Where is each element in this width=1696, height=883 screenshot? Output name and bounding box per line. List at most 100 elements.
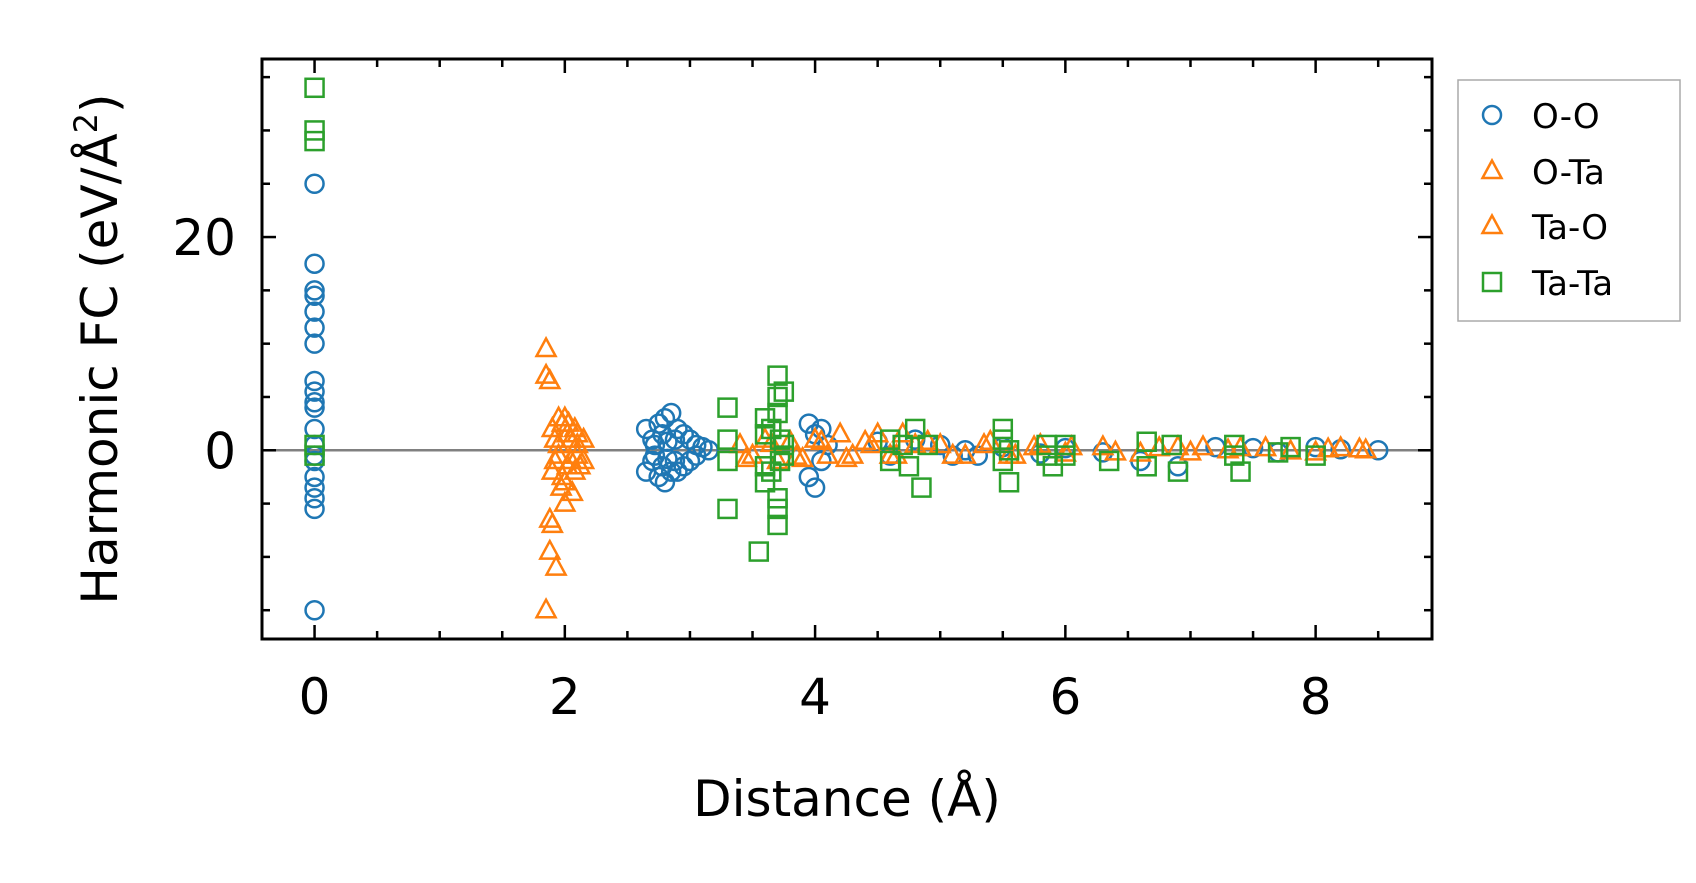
legend-marker-ta-o [1480,212,1504,235]
data-point [565,431,589,454]
data-point [767,498,788,520]
data-point [754,472,776,493]
data-point [644,434,666,456]
legend-markers [1480,104,1504,293]
data-point [953,442,977,464]
data-point [834,445,858,468]
data-point [717,450,738,472]
series-o-o [304,173,1389,621]
data-point [304,488,325,509]
data-point [560,479,584,502]
data-point [828,421,852,443]
data-point [673,456,694,477]
data-point [790,445,815,468]
data-point [717,397,738,418]
data-point [546,442,571,464]
data-point [992,450,1014,472]
data-point [648,466,669,488]
data-point [304,418,325,440]
legend-marker-o-ta [1480,157,1504,180]
data-point [304,599,325,621]
data-point [698,440,719,461]
data-point [304,285,325,306]
data-point [538,538,562,560]
data-point [767,386,788,408]
data-point [1028,431,1052,454]
y-tick-label: 20 [172,209,236,267]
data-point [644,445,666,466]
data-point [717,498,738,520]
data-point [568,453,592,475]
x-tick-label: 0 [299,668,331,726]
data-point [997,442,1021,464]
legend-label-ta-ta: Ta-Ta [1531,264,1613,304]
data-point [648,413,669,434]
data-point [773,434,795,456]
data-point [773,445,795,466]
series-ta-ta [304,77,1326,562]
data-point [769,429,791,450]
legend-label-o-o: O-O [1532,97,1600,137]
data-point [809,428,833,451]
data-point [773,381,795,402]
data-point [1091,433,1115,456]
data-point [998,440,1020,461]
data-point [1136,456,1157,477]
data-point [859,431,884,454]
data-point [1267,442,1289,463]
data-point [941,442,965,464]
data-point [304,301,325,322]
data-point [544,554,568,576]
data-point [767,488,788,509]
data-point [1161,434,1182,456]
x-tick-label: 8 [1300,668,1332,726]
data-point [916,428,940,451]
data-point [304,397,325,418]
data-point [304,381,325,402]
data-point [998,472,1020,493]
legend-marker-o-o [1481,104,1503,126]
data-point [1147,435,1171,457]
legend: O-O O-Ta Ta-O Ta-Ta [1457,79,1681,322]
data-point [841,442,865,464]
data-point [534,335,558,358]
data-point [748,541,770,562]
data-point [304,434,325,456]
data-point [304,466,325,488]
data-point [904,418,926,440]
data-point [565,421,589,443]
data-point [1280,436,1301,458]
data-point [563,458,587,480]
markers-layer [304,77,1389,621]
data-point [767,365,788,386]
data-point [754,456,776,477]
data-point [898,456,920,477]
data-point [304,77,325,99]
data-point [304,280,325,301]
data-point [1230,461,1251,482]
data-point [304,173,325,194]
data-point [1367,440,1389,461]
data-point [767,514,788,536]
x-tick-labels: 0 2 4 6 8 [299,668,1332,726]
data-point [803,426,827,448]
data-point [556,410,581,432]
data-point [1167,461,1189,482]
data-point [660,461,682,482]
data-point [754,424,776,445]
data-point [304,120,325,141]
data-point [304,445,325,466]
data-point [734,445,758,468]
data-point [1042,456,1064,477]
data-point [1305,445,1326,466]
y-axis-label-main: Harmonic FC (eV/Å [71,133,129,604]
series-ta-o [534,367,1372,619]
data-point [553,490,577,512]
ticks-layer [262,59,1432,639]
data-point [879,429,901,450]
data-point [654,472,676,493]
data-point [1136,431,1157,453]
data-point [654,408,676,429]
y-tick-labels: 0 20 [172,209,236,480]
data-point [817,434,838,456]
